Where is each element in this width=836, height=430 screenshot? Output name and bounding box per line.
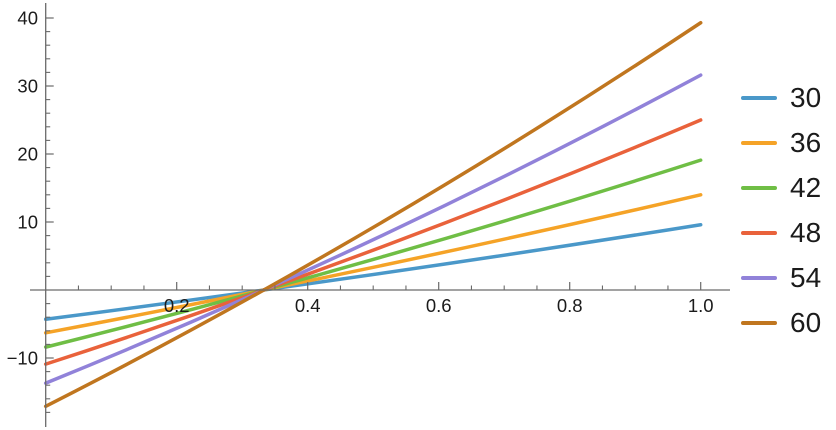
legend-item-42: 42 [741,171,821,205]
x-tick-label: 0.8 [557,295,583,316]
y-tick-label: 10 [17,212,38,233]
legend-item-36: 36 [741,126,821,160]
series-line-36 [43,193,703,335]
series-line-60 [43,21,703,409]
legend-swatch [741,96,777,100]
legend-item-54: 54 [741,261,821,295]
legend-swatch [741,141,777,145]
legend-label: 54 [790,262,822,293]
legend-swatch [741,321,777,325]
y-tick-label: −10 [7,348,38,369]
legend-swatch [741,231,777,235]
series-line-48 [43,118,703,366]
legend-label: 42 [790,172,822,203]
legend-label: 36 [790,127,822,158]
legend-label: 60 [790,307,822,338]
series-line-30 [43,222,703,321]
x-tick-label: 1.0 [688,295,714,316]
legend-label: 48 [790,217,822,248]
y-tick-label: 20 [17,144,38,165]
y-tick-label: 40 [17,8,38,29]
x-tick-label: 0.2 [164,295,190,316]
legend-item-48: 48 [741,216,821,250]
legend-swatch [741,276,777,280]
legend: 30 36 42 48 54 60 [741,81,821,351]
series-line-42 [43,158,703,349]
x-tick-label: 0.6 [426,295,452,316]
x-tick-label: 0.4 [295,295,321,316]
legend-item-60: 60 [741,306,821,340]
legend-swatch [741,186,777,190]
legend-item-30: 30 [741,81,821,115]
legend-label: 30 [790,82,822,113]
series-line-54 [43,73,703,385]
y-tick-label: 30 [17,76,38,97]
